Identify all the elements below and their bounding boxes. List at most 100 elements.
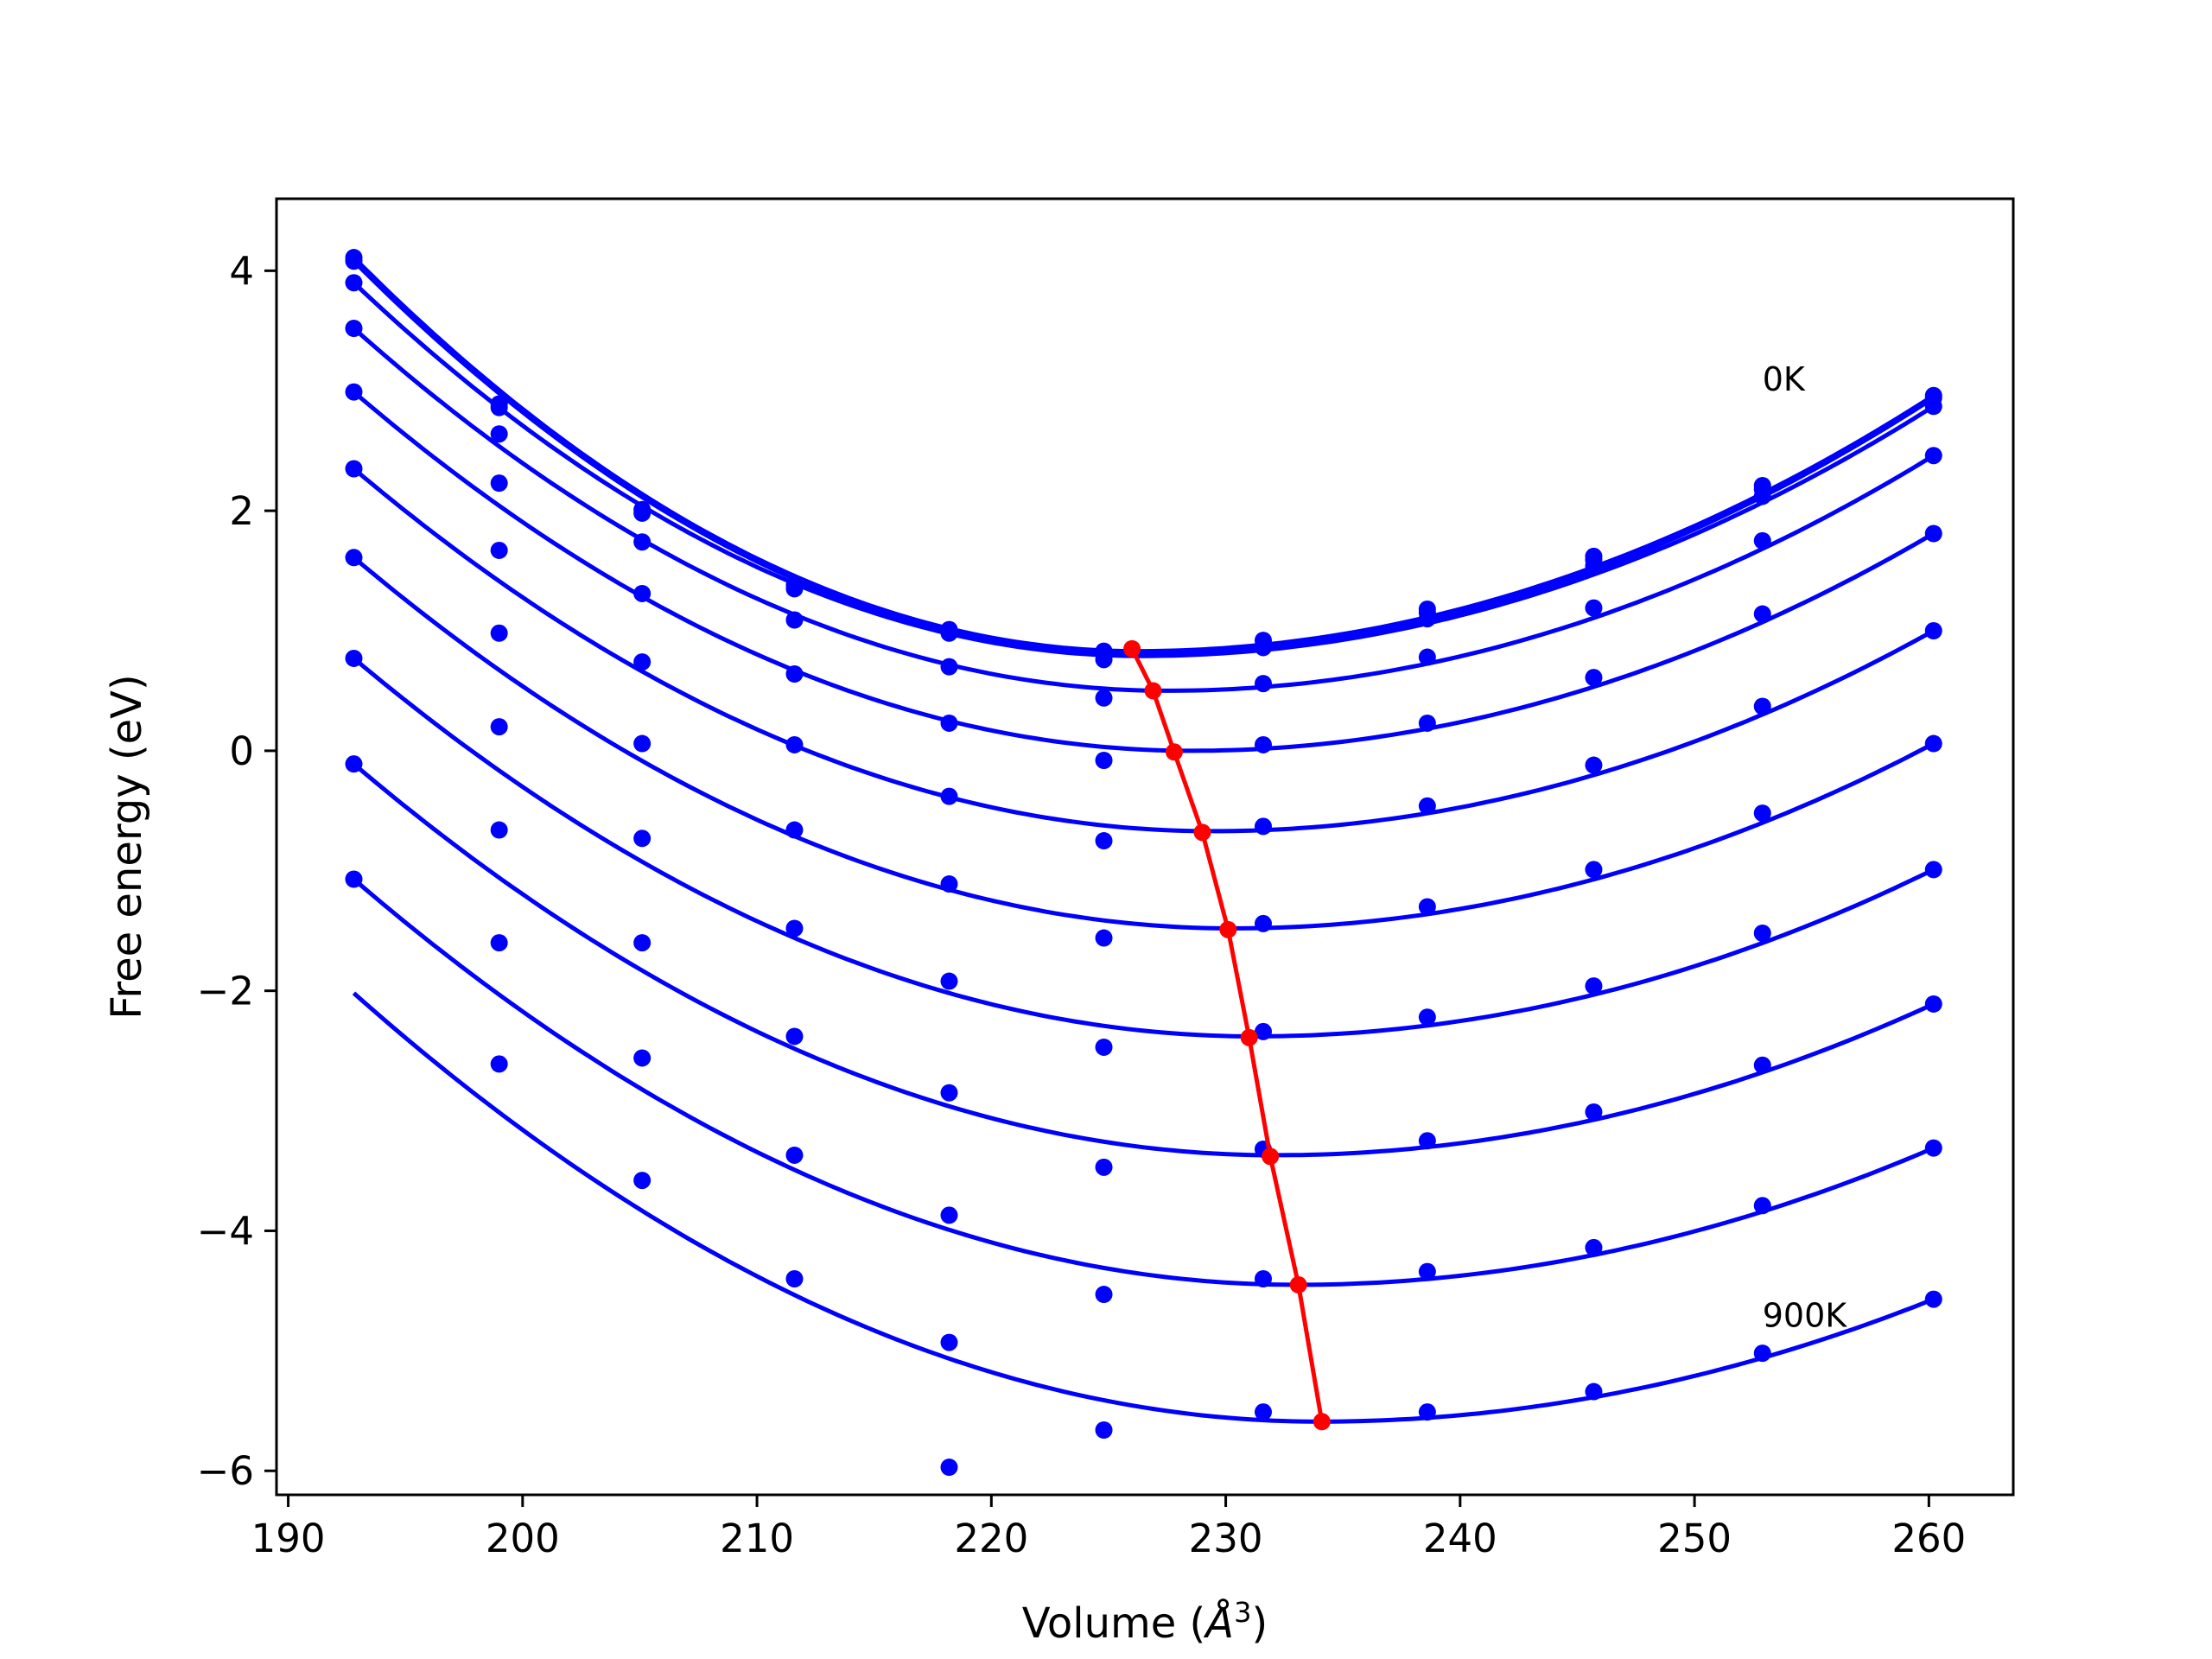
data-point [1753, 487, 1771, 505]
data-point [785, 919, 804, 938]
plot-frame [275, 197, 2015, 1497]
data-point [1924, 1139, 1942, 1157]
data-point [785, 821, 804, 839]
data-point [1753, 1056, 1771, 1074]
data-point [1254, 1270, 1272, 1287]
y-axis-ticks: −6 −4 −2 0 2 4 [197, 248, 276, 1494]
data-point [1095, 1038, 1113, 1056]
data-point [1418, 797, 1436, 815]
curve-4 [352, 390, 1936, 753]
minimum-point [1193, 823, 1211, 842]
data-point [1418, 610, 1436, 628]
data-point [1924, 397, 1942, 416]
data-point [1753, 531, 1771, 550]
minimum-point [1123, 639, 1141, 658]
data-points [345, 249, 1942, 1477]
y-tick-label: 4 [229, 248, 254, 294]
data-point [1254, 1022, 1272, 1040]
data-point [1095, 832, 1113, 850]
data-point [490, 541, 508, 559]
data-point [940, 1084, 958, 1102]
annotation-label: 0K [1763, 360, 1806, 398]
data-point [1753, 1344, 1771, 1363]
data-point [940, 714, 958, 732]
minimum-point [1144, 682, 1162, 700]
data-point [633, 533, 652, 551]
curve-3 [352, 327, 1936, 693]
x-tick-label: 250 [1657, 1516, 1732, 1561]
data-point [633, 584, 652, 602]
x-tick-label: 230 [1189, 1516, 1263, 1561]
data-point [490, 1055, 508, 1073]
data-point [1585, 756, 1603, 774]
data-point [1585, 1238, 1603, 1256]
data-point [633, 734, 652, 753]
data-point [1924, 734, 1942, 753]
y-tick-label: 2 [229, 488, 254, 534]
data-point [345, 549, 363, 567]
data-point [1095, 1158, 1113, 1176]
data-point [633, 1049, 652, 1067]
data-point [345, 460, 363, 478]
data-point [1254, 675, 1272, 693]
data-point [940, 1333, 958, 1351]
data-point [785, 665, 804, 683]
data-point [490, 474, 508, 493]
data-point [1753, 1197, 1771, 1215]
data-point [633, 653, 652, 671]
data-point [940, 787, 958, 805]
data-point [1095, 651, 1113, 669]
curve-0 [352, 256, 1936, 654]
data-point [1924, 995, 1942, 1013]
x-tick-label: 210 [720, 1516, 794, 1561]
data-point [785, 580, 804, 598]
data-point [345, 252, 363, 270]
data-point [1753, 925, 1771, 942]
data-point [345, 755, 363, 773]
data-point [1753, 804, 1771, 823]
data-point [1095, 1286, 1113, 1304]
curve-6 [352, 556, 1935, 931]
data-point [940, 1206, 958, 1224]
y-tick-label: 0 [229, 728, 254, 774]
data-point [1585, 669, 1603, 687]
data-point [1418, 714, 1436, 732]
fitted-curves [352, 256, 1936, 1424]
annotations: 0K 900K [1763, 360, 1848, 1334]
data-point [1095, 689, 1113, 707]
data-point [345, 870, 363, 888]
x-axis-ticks: 190 200 210 220 230 240 250 260 [251, 1495, 1966, 1561]
minimum-energy-line [1123, 639, 1331, 1431]
data-point [785, 1270, 804, 1287]
curve-2 [352, 281, 1936, 658]
data-point [1254, 914, 1272, 932]
x-tick-label: 240 [1423, 1516, 1497, 1561]
data-point [1585, 599, 1603, 617]
data-point [1585, 977, 1603, 995]
minimum-point [1219, 920, 1237, 938]
data-point [633, 504, 652, 522]
minimum-point [1289, 1275, 1307, 1294]
annotation-label: 900K [1763, 1297, 1848, 1335]
data-point [1585, 1103, 1603, 1121]
data-point [940, 1459, 958, 1477]
data-point [490, 718, 508, 736]
curve-7 [352, 656, 1935, 1039]
data-point [490, 934, 508, 952]
data-point [1924, 622, 1942, 639]
data-point [940, 972, 958, 990]
curve-8 [352, 762, 1935, 1158]
minimum-point [1313, 1413, 1331, 1431]
data-point [1418, 1262, 1436, 1281]
data-point [345, 274, 363, 292]
data-point [1418, 1403, 1436, 1421]
data-point [633, 830, 652, 848]
data-point [940, 658, 958, 676]
data-point [1585, 1382, 1603, 1401]
data-point [1585, 557, 1603, 575]
data-point [1585, 861, 1603, 879]
data-point [1924, 861, 1942, 879]
x-tick-label: 190 [251, 1516, 326, 1561]
data-point [1924, 1290, 1942, 1308]
